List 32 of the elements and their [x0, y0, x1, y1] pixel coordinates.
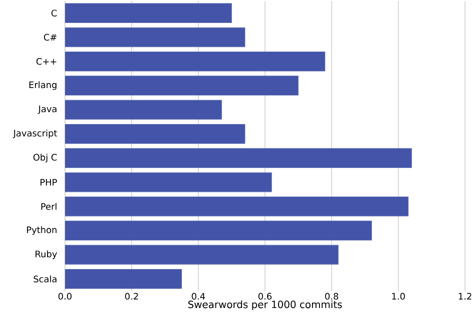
- y-tick-label: PHP: [40, 178, 57, 186]
- bar: [65, 27, 246, 48]
- y-tick-label: C#: [44, 34, 57, 41]
- bar: [65, 52, 326, 72]
- bar: [65, 76, 299, 96]
- bar: [65, 244, 339, 265]
- y-tick-label: C: [51, 10, 57, 16]
- x-tick-label: 0.2: [125, 292, 138, 300]
- x-tick-label: 0.8: [325, 292, 338, 300]
- y-tick-label: Erlang: [29, 81, 56, 90]
- x-tick-label: 1.2: [458, 292, 472, 300]
- x-tick-label: 1.0: [392, 292, 405, 300]
- y-tick-label: Obj C: [33, 154, 57, 162]
- y-tick-label: Ruby: [36, 250, 57, 260]
- bar: [65, 148, 412, 168]
- x-tick-label: 0.0: [58, 292, 72, 300]
- bar: [65, 100, 222, 120]
- bar: [65, 196, 409, 216]
- x-tick-label: 0.6: [258, 292, 272, 300]
- bar: [65, 3, 232, 23]
- bar: [65, 269, 182, 289]
- x-axis-title: Swearwords per 1000 commits: [188, 300, 342, 310]
- y-tick-label: Scala: [34, 275, 56, 282]
- y-tick-label: Javascript: [12, 130, 58, 138]
- y-tick-label: Perl: [41, 202, 56, 210]
- x-tick-label: 0.4: [192, 292, 205, 300]
- y-tick-label: Python: [27, 226, 56, 235]
- y-tick-label: Java: [38, 106, 56, 114]
- y-tick-label: C++: [36, 58, 56, 65]
- bar: [65, 172, 272, 192]
- bar: [65, 124, 246, 144]
- bar: [65, 220, 372, 240]
